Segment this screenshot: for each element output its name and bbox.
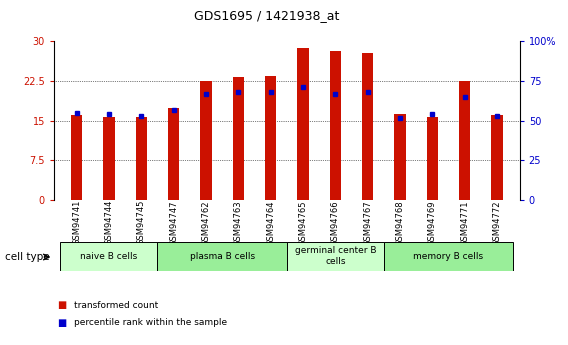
Text: GSM94764: GSM94764 xyxy=(266,200,275,246)
Bar xyxy=(233,77,244,200)
Text: GSM94762: GSM94762 xyxy=(202,200,211,246)
Bar xyxy=(427,117,438,200)
Text: transformed count: transformed count xyxy=(74,301,158,310)
Text: naive B cells: naive B cells xyxy=(80,252,137,261)
Text: GSM94765: GSM94765 xyxy=(299,200,307,246)
Bar xyxy=(265,76,276,200)
Text: GSM94767: GSM94767 xyxy=(363,200,372,246)
Text: GSM94744: GSM94744 xyxy=(105,200,114,246)
Bar xyxy=(329,51,341,200)
Text: GSM94769: GSM94769 xyxy=(428,200,437,246)
Bar xyxy=(60,241,157,271)
Bar xyxy=(168,108,179,200)
Bar xyxy=(287,241,384,271)
Text: GSM94763: GSM94763 xyxy=(234,200,243,246)
Text: plasma B cells: plasma B cells xyxy=(190,252,254,261)
Bar xyxy=(394,114,406,200)
Text: GSM94768: GSM94768 xyxy=(395,200,404,246)
Text: GSM94747: GSM94747 xyxy=(169,200,178,246)
Bar xyxy=(459,81,470,200)
Bar xyxy=(103,117,115,200)
Bar xyxy=(71,115,82,200)
Text: GSM94741: GSM94741 xyxy=(72,200,81,246)
Bar xyxy=(298,48,308,200)
Bar xyxy=(362,52,373,200)
Text: ■: ■ xyxy=(57,318,66,327)
Text: percentile rank within the sample: percentile rank within the sample xyxy=(74,318,227,327)
Text: GSM94745: GSM94745 xyxy=(137,200,146,246)
Text: germinal center B
cells: germinal center B cells xyxy=(295,246,376,266)
Text: GSM94772: GSM94772 xyxy=(492,200,502,246)
Bar xyxy=(491,115,503,200)
Text: GDS1695 / 1421938_at: GDS1695 / 1421938_at xyxy=(194,9,340,22)
Bar xyxy=(136,117,147,200)
Text: GSM94766: GSM94766 xyxy=(331,200,340,246)
Text: GSM94771: GSM94771 xyxy=(460,200,469,246)
Text: ■: ■ xyxy=(57,300,66,310)
Text: memory B cells: memory B cells xyxy=(414,252,483,261)
Bar xyxy=(384,241,513,271)
Bar xyxy=(201,81,212,200)
Text: cell type: cell type xyxy=(5,252,49,262)
Bar xyxy=(157,241,287,271)
